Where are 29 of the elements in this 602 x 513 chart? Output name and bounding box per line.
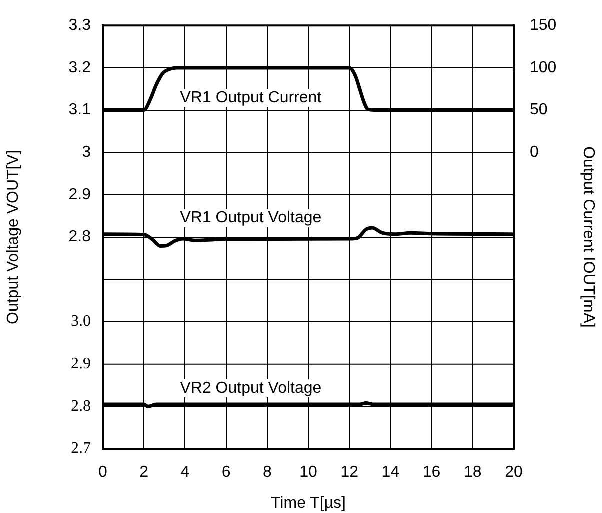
x-tick-label: 8	[262, 464, 272, 482]
x-tick-label: 2	[140, 464, 149, 482]
x-tick-label: 4	[180, 464, 190, 482]
x-tick-label: 16	[422, 464, 441, 482]
y-tick-label: 3	[82, 144, 92, 162]
series-label: VR2 Output Voltage	[180, 380, 322, 397]
y3-tick-label: 2.7	[71, 440, 91, 458]
y3-tick-label: 3.0	[71, 313, 91, 330]
y-tick-label: 2.8	[68, 228, 92, 246]
y2-tick-label: 0	[530, 144, 539, 162]
x-tick-label: 12	[340, 464, 359, 482]
y-tick-label: 3.3	[68, 17, 92, 34]
x-tick-label: 10	[300, 464, 318, 482]
y-tick-label: 3.2	[68, 59, 92, 76]
x-tick-label: 14	[382, 464, 400, 482]
x-tick-label: 18	[464, 464, 482, 482]
series-label: VR1 Output Voltage	[180, 210, 322, 227]
y-tick-label: 3.1	[68, 102, 92, 119]
x-tick-label: 0	[98, 464, 108, 482]
x-tick-label: 20	[505, 464, 523, 482]
y-axis-title: Output Voltage VOUT[V]	[5, 150, 22, 324]
y2-tick-label: 50	[530, 102, 548, 119]
x-axis-title: Time T[µs]	[271, 494, 346, 512]
x-tick-label: 6	[222, 464, 231, 482]
series-label: VR1 Output Current	[180, 90, 322, 107]
y2-tick-label: 100	[530, 59, 557, 76]
y-tick-label: 2.9	[68, 186, 92, 204]
y2-tick-label: 150	[530, 17, 557, 34]
y2-axis-title: Output Current IOUT[mA]	[580, 146, 597, 328]
